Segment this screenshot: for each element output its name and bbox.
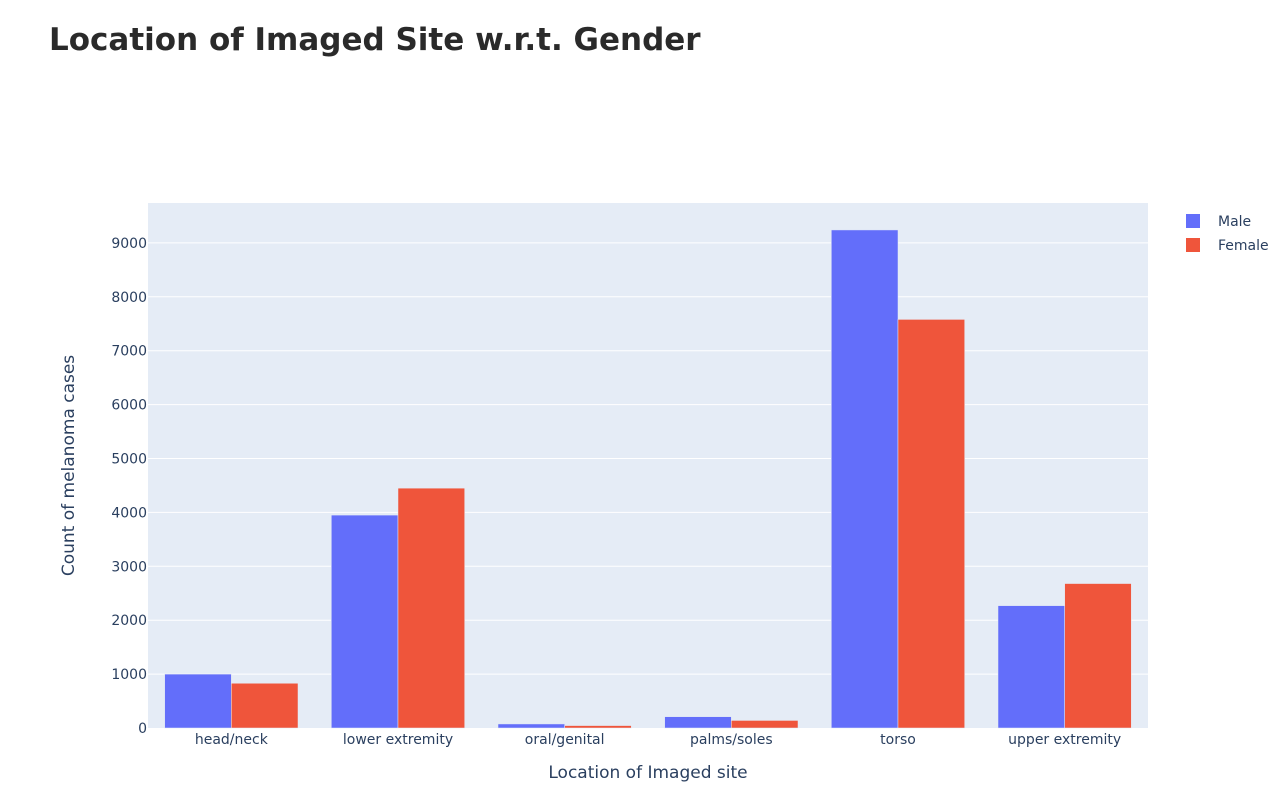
x-axis-title: Location of Imaged site <box>548 763 747 783</box>
y-tick-label: 2000 <box>111 613 147 629</box>
bar-male-torso[interactable] <box>831 229 899 729</box>
bar-female-oral-genital[interactable] <box>564 725 632 729</box>
bar-female-palms-soles[interactable] <box>731 720 799 729</box>
y-tick-label: 5000 <box>111 451 147 467</box>
bar-female-head-neck[interactable] <box>231 683 299 729</box>
bar-male-upper-extremity[interactable] <box>997 605 1065 729</box>
x-axis-ticks: head/neck lower extremity oral/genital palm… <box>195 732 1121 748</box>
bar-male-palms-soles[interactable] <box>664 716 732 729</box>
y-axis-ticks: 0 1000 2000 3000 4000 5000 6000 7000 8000 9000 <box>111 236 147 737</box>
x-tick-label: head/neck <box>195 732 269 748</box>
legend-label: Female <box>1218 238 1269 254</box>
x-tick-label: palms/soles <box>690 732 773 748</box>
bar-male-oral-genital[interactable] <box>497 723 565 729</box>
bar-male-head-neck[interactable] <box>164 673 232 729</box>
bar-female-torso[interactable] <box>897 319 965 729</box>
plot-area <box>148 203 1148 728</box>
x-tick-label: oral/genital <box>525 732 605 748</box>
x-tick-label: lower extremity <box>343 732 453 748</box>
y-tick-label: 4000 <box>111 505 147 521</box>
bar-female-lower-extremity[interactable] <box>397 487 465 729</box>
legend-swatch <box>1186 238 1200 252</box>
legend[interactable]: Male Female <box>1186 214 1269 254</box>
legend-item-female[interactable]: Female <box>1186 238 1269 254</box>
x-tick-label: upper extremity <box>1008 732 1121 748</box>
y-tick-label: 1000 <box>111 667 147 683</box>
bar-male-lower-extremity[interactable] <box>331 514 399 729</box>
y-tick-label: 7000 <box>111 344 147 360</box>
y-tick-label: 3000 <box>111 559 147 575</box>
chart-title: Location of Imaged Site w.r.t. Gender <box>49 22 701 58</box>
gridlines <box>148 242 1148 675</box>
legend-swatch <box>1186 214 1200 228</box>
y-axis-title: Count of melanoma cases <box>59 355 79 576</box>
bar-female-upper-extremity[interactable] <box>1064 583 1132 729</box>
y-tick-label: 0 <box>138 721 147 737</box>
y-tick-label: 8000 <box>111 290 147 306</box>
legend-item-male[interactable]: Male <box>1186 214 1251 230</box>
bars <box>164 229 1132 729</box>
y-tick-label: 9000 <box>111 236 147 252</box>
legend-label: Male <box>1218 214 1251 230</box>
y-tick-label: 6000 <box>111 398 147 414</box>
x-tick-label: torso <box>880 732 916 748</box>
